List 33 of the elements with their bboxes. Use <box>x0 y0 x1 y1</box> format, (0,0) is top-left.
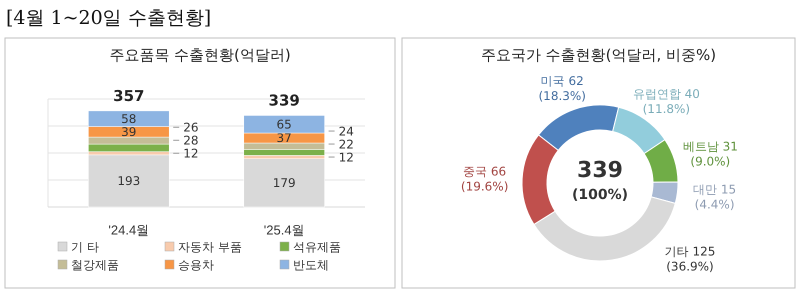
data-label: 12 <box>338 150 354 164</box>
data-label: 193 <box>117 174 140 188</box>
data-label: 24 <box>338 124 354 138</box>
slice-label: 유럽연합 40 (11.8%) <box>632 86 700 116</box>
text: (100%) <box>572 187 628 203</box>
legend-label: 기 타 <box>71 240 99 254</box>
data-label: 179 <box>272 176 296 190</box>
slice-label: 대만 15 (4.4%) <box>693 182 736 212</box>
total-label: 339 <box>268 91 300 110</box>
data-label: 37 <box>276 131 292 146</box>
legend-label: 승용차 <box>178 258 214 272</box>
legend-label: 반도체 <box>293 258 329 272</box>
slice-label: 중국 66 (19.6%) <box>460 164 508 194</box>
data-label: 58 <box>121 112 136 126</box>
legend-label: 석유제품 <box>293 240 341 254</box>
legend-label: 자동차 부품 <box>178 240 242 254</box>
slice-label: 베트남 31 (9.0%) <box>682 140 738 169</box>
x-tick-label: '24.4월 <box>108 222 150 238</box>
data-label: 28 <box>183 133 198 148</box>
text: [4월 1~20일 수출현황] <box>6 7 212 29</box>
text: 339 <box>577 158 623 183</box>
slice-label: 미국 62 (18.3%) <box>538 74 586 103</box>
data-label: 12 <box>183 146 198 160</box>
slice-label: 기타 125 (36.9%) <box>664 244 716 274</box>
data-label: 39 <box>121 125 136 140</box>
data-label: 22 <box>338 137 354 152</box>
chart-title: 주요품목 수출현황(억달러) <box>109 46 291 64</box>
x-tick-label: '25.4월 <box>264 222 305 238</box>
chart-title: 주요국가 수출현황(억달러, 비중%) <box>480 46 716 64</box>
legend-label: 철강제품 <box>71 258 119 272</box>
data-label: 65 <box>276 117 292 132</box>
total-label: 357 <box>113 86 144 105</box>
data-label: 26 <box>183 120 198 134</box>
